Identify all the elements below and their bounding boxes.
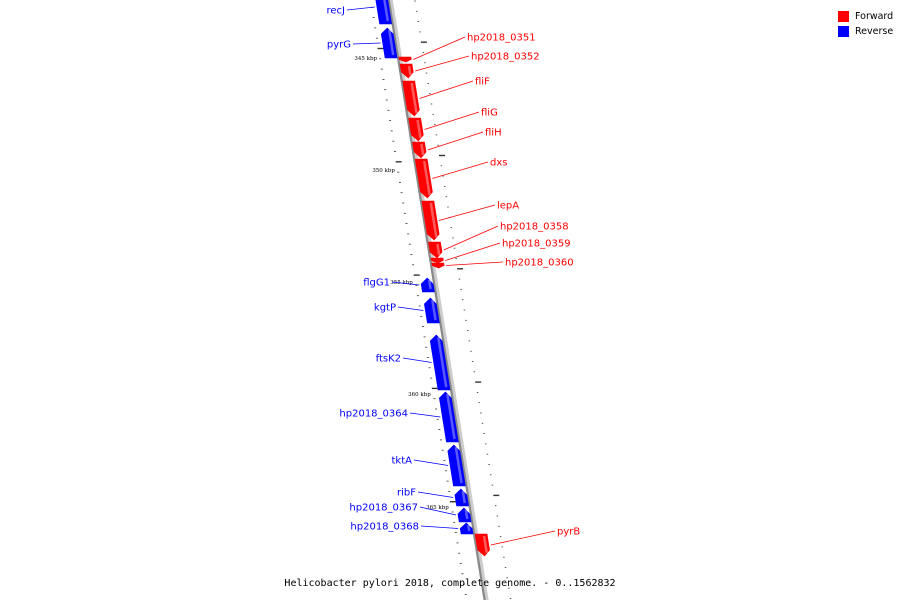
gene-highlight [420, 143, 425, 156]
gene-ftsK2 [429, 334, 451, 391]
gene-highlight [427, 279, 432, 290]
gene-highlight [407, 65, 412, 76]
label-connector [413, 459, 449, 466]
gene-pyrG [380, 27, 398, 59]
label-connector [424, 111, 480, 130]
gene-hp2018_0359 [430, 257, 444, 264]
gene-label-pyrB: pyrB [557, 527, 580, 538]
label-connector [397, 306, 424, 311]
gene-flgG1 [420, 277, 435, 293]
gene-highlight [416, 119, 422, 139]
gene-highlight [454, 446, 463, 484]
gene-hp2018_0368 [459, 522, 474, 535]
gene-highlight [383, 0, 390, 22]
gene-label-pyrG: pyrG [327, 40, 351, 51]
gene-fliH [412, 141, 427, 159]
gene-highlight [431, 299, 437, 321]
gene-hp2018_0351 [398, 56, 412, 63]
gene-highlight [437, 336, 448, 388]
label-connector [445, 242, 501, 261]
kbp-label: 365 kbp [426, 505, 449, 511]
gene-label-ftsK2: ftsK2 [376, 354, 401, 365]
label-connector [346, 6, 375, 11]
gene-label-hp2018_0360: hp2018_0360 [505, 258, 574, 269]
label-connector [446, 261, 504, 266]
label-connector [419, 506, 457, 516]
label-connector [419, 80, 474, 99]
gene-label-tktA: tktA [392, 456, 413, 467]
legend-item-forward: Forward [838, 9, 893, 24]
gene-highlight [429, 202, 438, 238]
label-connector [352, 42, 381, 45]
label-connector [413, 36, 466, 60]
label-connector [402, 357, 432, 363]
gene-highlight [410, 82, 418, 114]
label-connector [490, 530, 556, 546]
gene-kgtP [424, 297, 440, 324]
label-connector [417, 491, 454, 498]
gene-fliG [408, 117, 424, 142]
legend: Forward Reverse [838, 9, 893, 39]
gene-label-hp2018_0364: hp2018_0364 [339, 409, 408, 420]
reverse-swatch [838, 26, 849, 37]
gene-hp2018_0360 [431, 262, 445, 269]
legend-label-reverse: Reverse [855, 26, 894, 37]
genome-caption: Helicobacter pylori 2018, complete genom… [284, 578, 616, 589]
label-connector [438, 204, 496, 221]
gene-highlight [446, 393, 456, 440]
gene-label-hp2018_0359: hp2018_0359 [502, 239, 571, 250]
kbp-label: 345 kbp [354, 56, 377, 62]
label-connector [415, 55, 470, 72]
gene-label-ribF: ribF [397, 488, 416, 499]
tick-marks [370, 0, 512, 599]
gene-highlight [461, 490, 467, 504]
gene-highlight [482, 535, 488, 554]
kbp-label: 360 kbp [408, 392, 431, 398]
gene-highlight [436, 243, 441, 256]
kbp-label: 350 kbp [372, 168, 395, 174]
gene-label-kgtP: kgtP [374, 303, 396, 314]
gene-highlight [387, 29, 395, 56]
gene-label-hp2018_0352: hp2018_0352 [471, 52, 540, 63]
label-connector [427, 131, 484, 151]
legend-item-reverse: Reverse [838, 24, 893, 39]
gene-label-fliF: fliF [475, 77, 490, 88]
gene-fliF [402, 80, 420, 117]
gene-highlight [467, 524, 471, 532]
legend-label-forward: Forward [855, 11, 894, 22]
label-connector [420, 525, 459, 529]
gene-hp2018_0358 [428, 241, 443, 259]
gene-pyrB [474, 533, 490, 557]
gene-hp2018_0364 [439, 391, 459, 443]
gene-label-hp2018_0367: hp2018_0367 [349, 503, 418, 514]
gene-label-fliH: fliH [485, 128, 502, 139]
gene-label-hp2018_0368: hp2018_0368 [350, 522, 419, 533]
gene-hp2018_0367 [457, 507, 472, 523]
gene-features [375, 0, 490, 557]
label-connector [443, 225, 499, 251]
forward-swatch [838, 11, 849, 22]
gene-hp2018_0352 [399, 63, 414, 79]
gene-label-recJ: recJ [327, 6, 346, 17]
label-connector [409, 412, 441, 418]
gene-tktA [447, 444, 466, 487]
gene-highlight [464, 509, 469, 520]
label-connector [432, 161, 489, 179]
gene-label-lepA: lepA [497, 201, 519, 212]
gene-label-flgG1: flgG1 [363, 278, 390, 289]
gene-recJ [375, 0, 392, 25]
gene-highlight [422, 160, 431, 196]
gene-dxs [414, 158, 433, 199]
gene-ribF [454, 488, 469, 507]
backbone-line [387, 0, 486, 600]
gene-label-hp2018_0351: hp2018_0351 [467, 33, 536, 44]
gene-label-dxs: dxs [490, 158, 507, 169]
gene-label-fliG: fliG [481, 108, 498, 119]
gene-labels: recJ pyrG hp2018_0351 hp2018_0352 fliF fliG fl… [327, 6, 580, 546]
gene-lepA [421, 200, 440, 241]
label-connector [391, 281, 420, 286]
gene-label-hp2018_0358: hp2018_0358 [500, 222, 569, 233]
